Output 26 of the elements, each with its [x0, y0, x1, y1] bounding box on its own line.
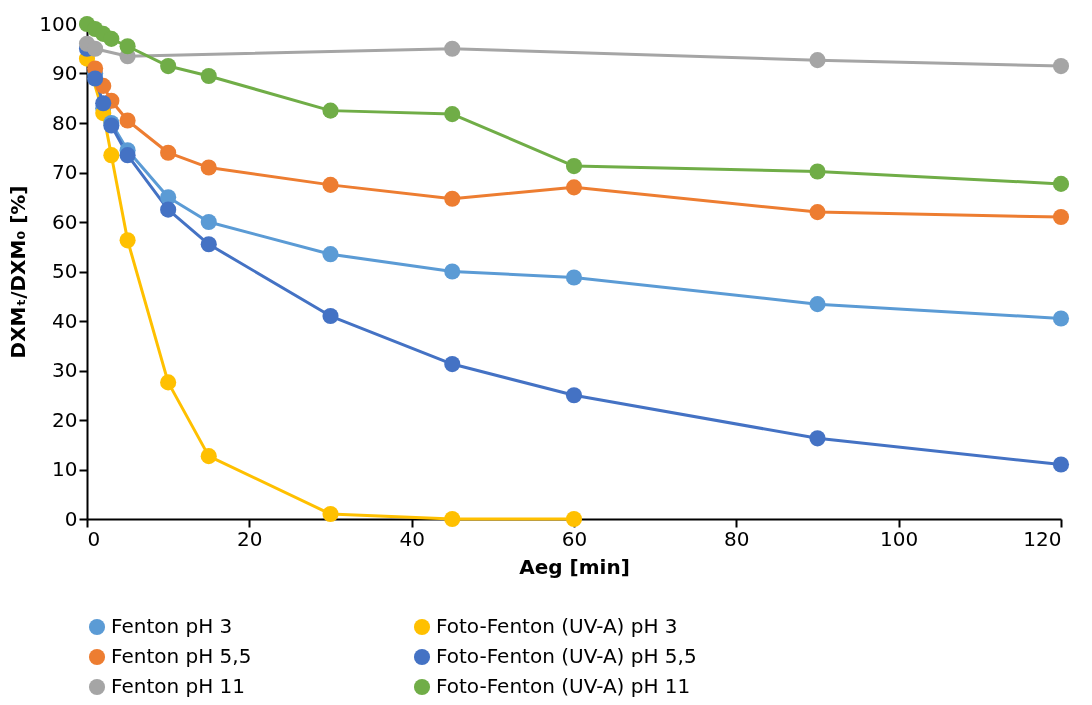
x-tick-label: 60 [561, 526, 588, 551]
y-tick-label: 100 [39, 11, 78, 36]
x-tick-label: 100 [880, 526, 919, 551]
y-tick-label: 20 [52, 407, 78, 432]
x-tick-label: 40 [399, 526, 425, 551]
y-tick-label: 40 [52, 308, 78, 333]
legend-label: Fenton pH 11 [111, 674, 246, 698]
y-tick-label: 30 [52, 358, 78, 382]
x-tick-label: 80 [724, 526, 750, 551]
legend-label: Foto-Fenton (UV-A) pH 3 [436, 614, 678, 638]
y-axis-title: DXMₜ/DXM₀ [%] [6, 185, 31, 359]
y-tick-label: 70 [52, 160, 78, 184]
legend-label: Foto-Fenton (UV-A) pH 5,5 [436, 644, 697, 668]
x-axis-title: Aeg [min] [519, 554, 630, 579]
y-tick-label: 80 [52, 110, 78, 135]
y-tick-label: 0 [64, 506, 78, 531]
x-tick-label: 120 [1023, 526, 1062, 551]
y-tick-label: 10 [52, 457, 78, 481]
y-tick-label: 50 [52, 259, 78, 283]
legend-label: Fenton pH 5,5 [111, 644, 252, 668]
y-tick-label: 90 [52, 61, 78, 85]
legend-label: Fenton pH 3 [111, 614, 233, 638]
legend-label: Foto-Fenton (UV-A) pH 11 [436, 674, 691, 698]
x-tick-label: 0 [87, 526, 101, 551]
x-tick-label: 20 [237, 526, 263, 551]
y-tick-label: 60 [52, 209, 78, 234]
